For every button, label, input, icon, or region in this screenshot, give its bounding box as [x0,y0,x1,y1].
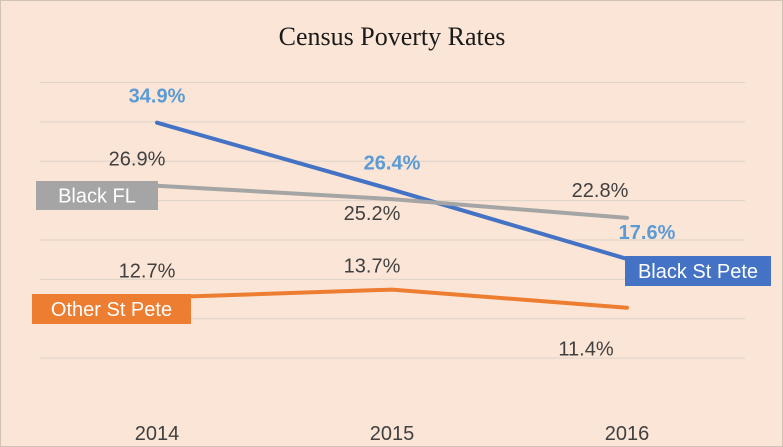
series-name-box [32,294,191,324]
series-line [155,183,629,220]
data-label: 26.9% [109,149,166,171]
data-label: 12.7% [119,260,176,282]
data-label: 17.6% [619,222,676,244]
series-name-labels: Black St Pete Black FL Other St Pete [32,181,771,324]
data-label: 26.4% [364,153,421,175]
data-label: 22.8% [572,180,629,202]
x-axis-ticks: 2014 2015 2016 [135,423,650,445]
series-name-label: Black St Pete [638,261,758,283]
data-label: 25.2% [344,203,401,225]
series-line [155,120,629,261]
data-label: 13.7% [344,256,401,278]
series-name-label: Other St Pete [51,299,172,321]
data-labels: 34.9% 26.4% 17.6% 26.9% 25.2% 22.8% 12.7% 13.7%… [109,86,676,361]
series-name-box [625,256,771,286]
series-name-label: Black FL [58,186,136,208]
data-label: 11.4% [558,339,613,361]
data-label: 34.9% [129,86,186,108]
x-tick-label: 2015 [370,423,415,445]
series-lines [155,120,629,310]
chart-title: Census Poverty Rates [279,22,506,51]
x-tick-label: 2016 [605,423,650,445]
x-tick-label: 2014 [135,423,180,445]
series-line [155,287,629,310]
series-name-box [36,181,158,210]
